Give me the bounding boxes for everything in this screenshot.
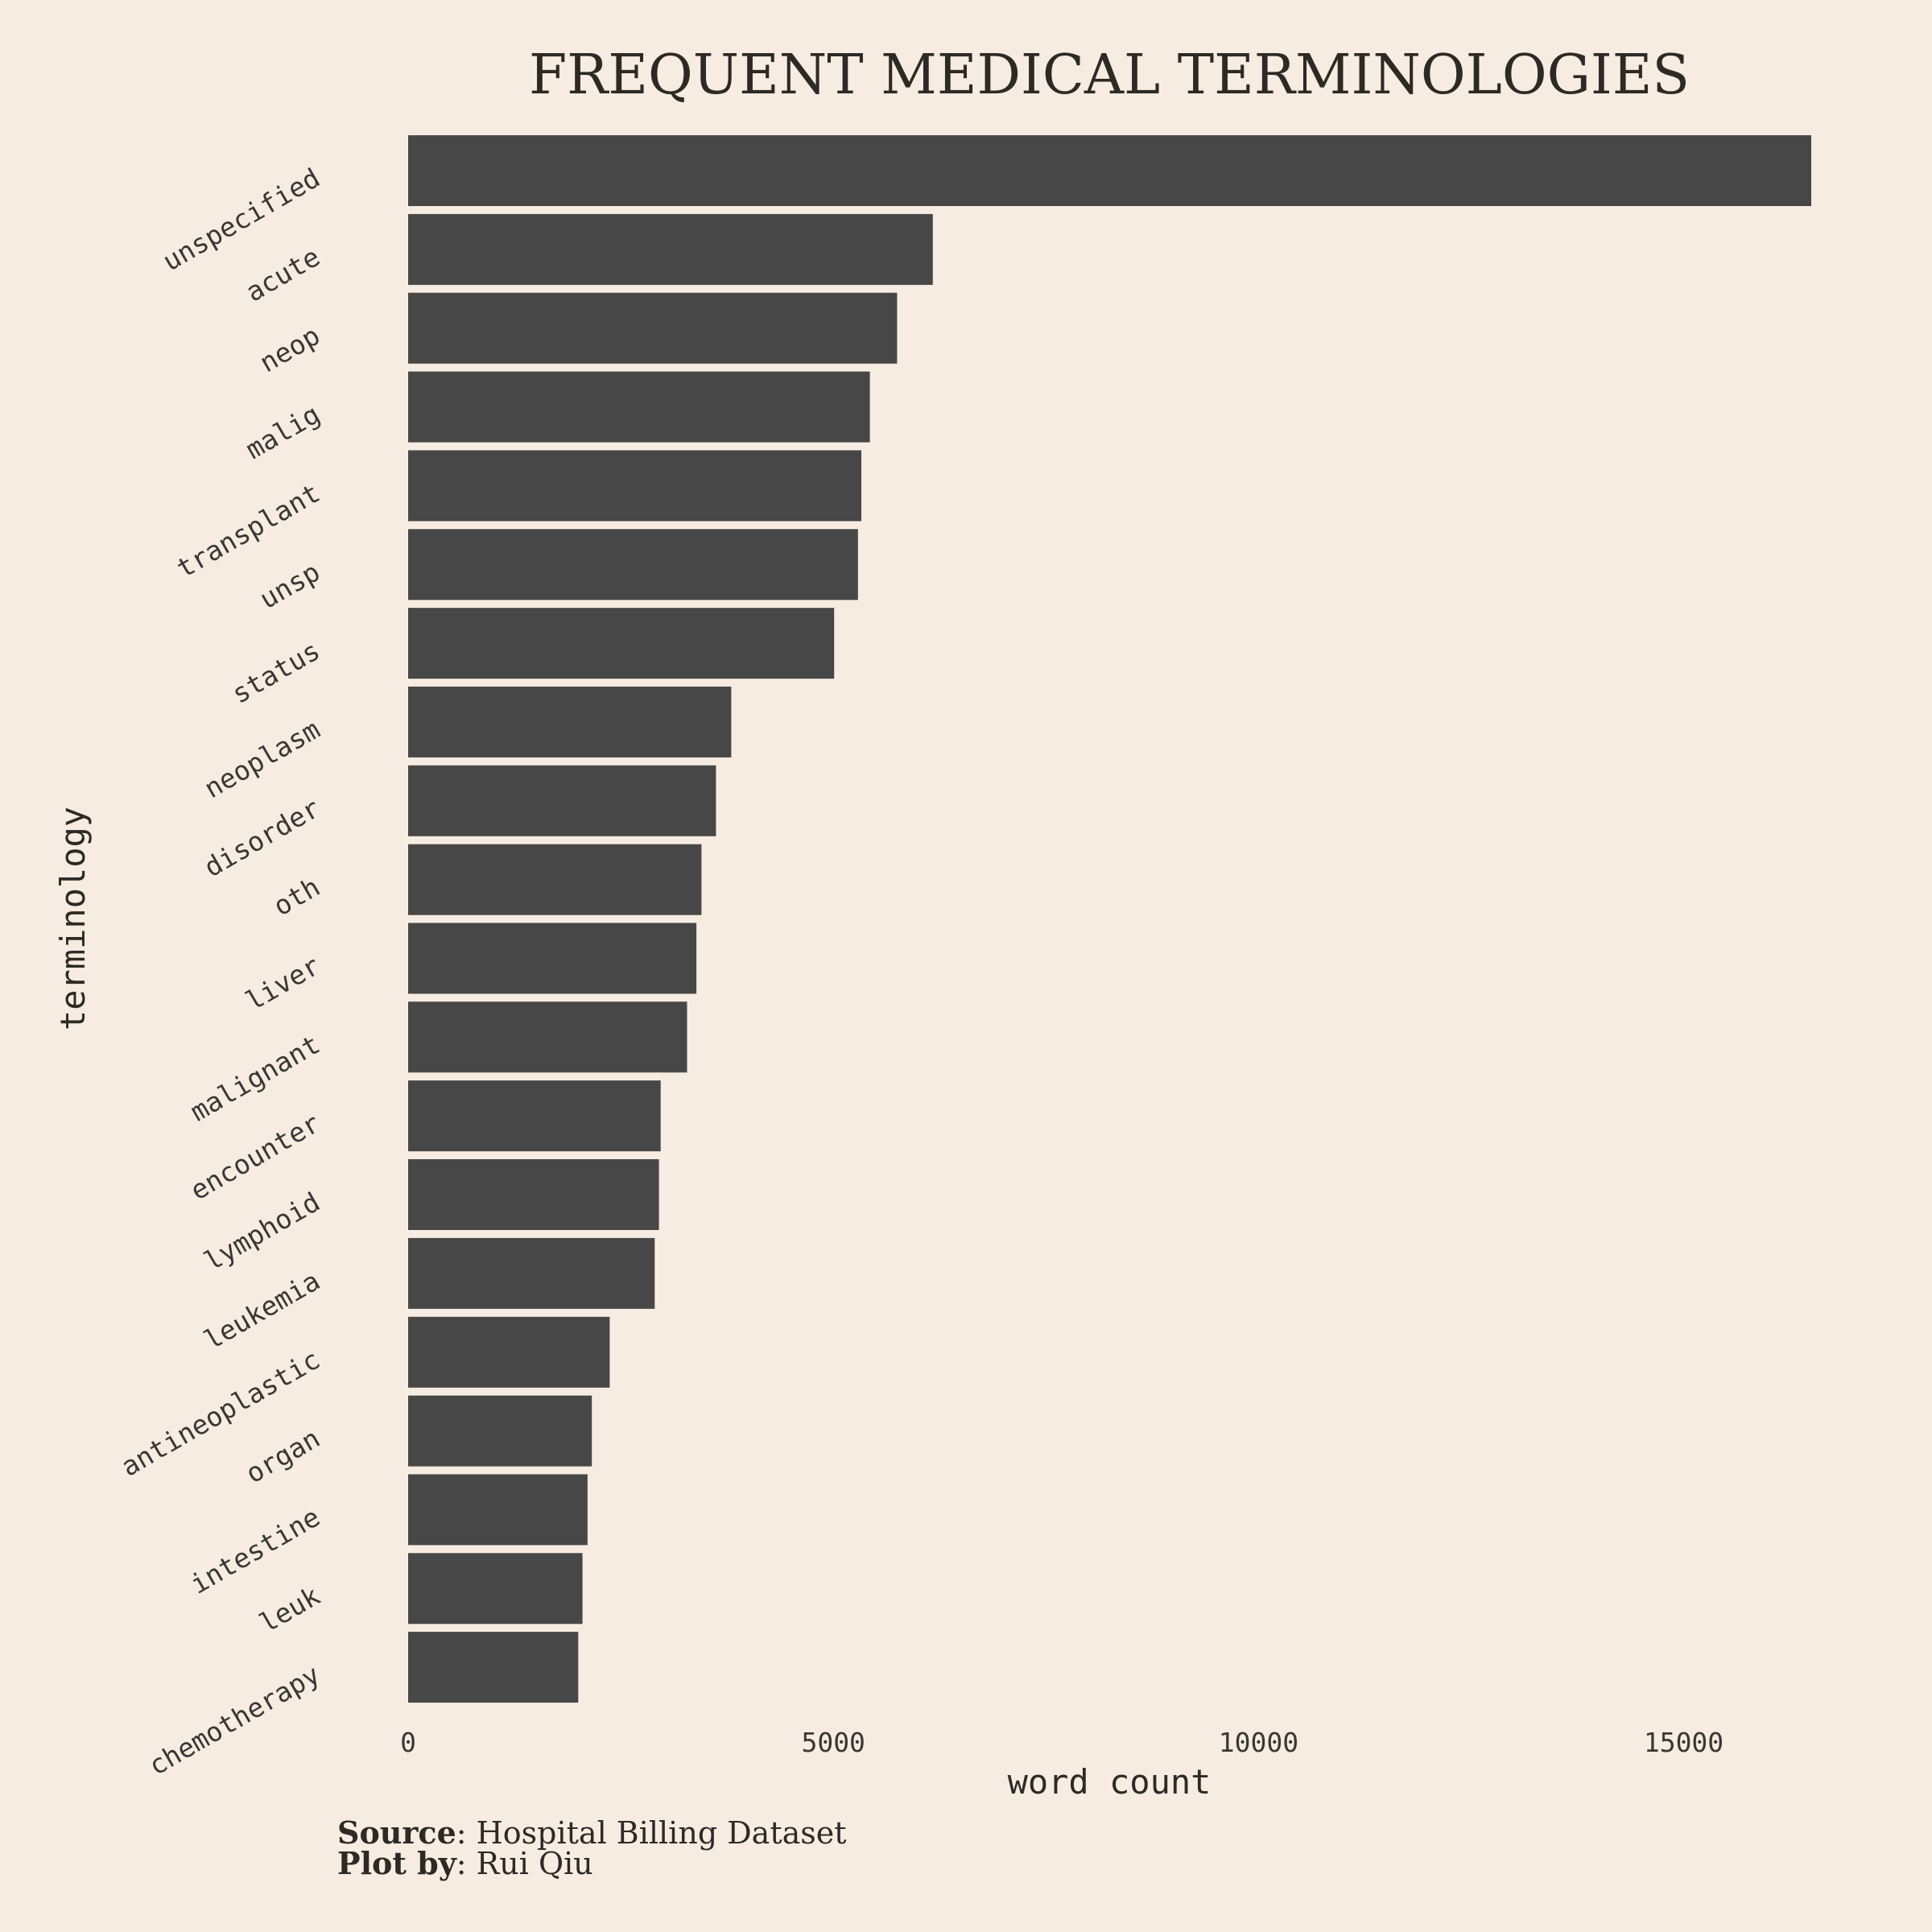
bar-leuk xyxy=(408,1553,583,1624)
caption-plotby-label: Plot by xyxy=(337,1845,457,1881)
x-tick-label: 0 xyxy=(400,1727,416,1758)
bars-group xyxy=(408,135,1811,1703)
x-tick-label: 5000 xyxy=(801,1727,865,1758)
bar-malig xyxy=(408,371,870,443)
caption-plotby: Plot by: Rui Qiu xyxy=(337,1845,593,1881)
chart-title: FREQUENT MEDICAL TERMINOLOGIES xyxy=(529,43,1690,107)
bar-unsp xyxy=(408,529,858,601)
bar-organ xyxy=(408,1395,592,1467)
bar-lymphoid xyxy=(408,1159,659,1230)
x-tick-label: 15000 xyxy=(1644,1727,1724,1758)
x-tick-labels: 0 5000 10000 15000 xyxy=(400,1727,1724,1758)
bar-malignant xyxy=(408,1001,687,1073)
x-tick-label: 10000 xyxy=(1219,1727,1298,1758)
caption-source: Source: Hospital Billing Dataset xyxy=(337,1814,847,1851)
bar-disorder xyxy=(408,765,716,836)
caption-source-label: Source xyxy=(337,1814,456,1851)
y-axis-title: terminology xyxy=(53,807,93,1030)
bar-encounter xyxy=(408,1080,661,1152)
bar-leukemia xyxy=(408,1237,655,1309)
caption-source-value: : Hospital Billing Dataset xyxy=(456,1815,847,1851)
bar-oth xyxy=(408,844,702,915)
bar-liver xyxy=(408,923,697,994)
caption-plotby-value: : Rui Qiu xyxy=(456,1846,593,1881)
bar-status xyxy=(408,608,835,679)
bar-antineoplastic xyxy=(408,1316,610,1388)
bar-intestine xyxy=(408,1474,588,1546)
bar-unspecified xyxy=(408,135,1811,206)
bar-neoplasm xyxy=(408,686,732,758)
bar-transplant xyxy=(408,450,861,522)
bar-chemotherapy xyxy=(408,1632,579,1703)
bar-neop xyxy=(408,292,898,364)
bar-acute xyxy=(408,213,933,285)
x-axis-title: word count xyxy=(1008,1762,1212,1802)
